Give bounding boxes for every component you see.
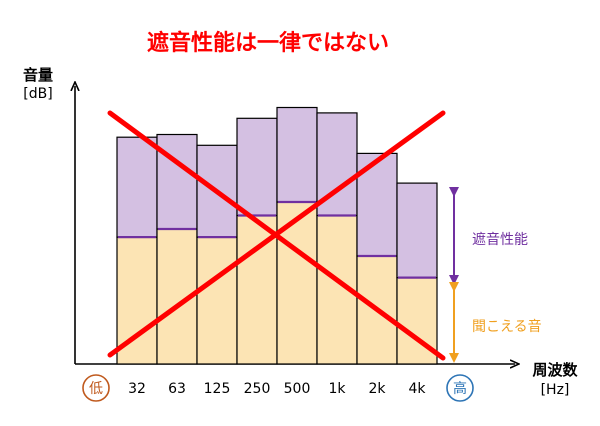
bar-audible-32 <box>116 236 158 365</box>
cross-line-2 <box>107 110 446 358</box>
bar-insulation-32 <box>116 136 158 238</box>
x-tick-1k: 1k <box>328 381 346 397</box>
x-axis-unit: [Hz] <box>541 382 570 398</box>
high-label: 高 <box>453 380 467 397</box>
x-tick-labels: 32 63 125 250 500 1k 2k 4k <box>128 381 426 397</box>
high-marker-circle <box>446 374 474 402</box>
bar-audible-125 <box>196 236 238 365</box>
insulation-label: 遮音性能 <box>472 231 528 248</box>
bar-insulation-500 <box>276 106 318 203</box>
chart-title: 遮音性能は一律ではない <box>147 30 389 56</box>
bar-insulation-4k <box>396 182 438 279</box>
x-axis-label: 周波数 <box>532 361 578 379</box>
y-axis-label: 音量 <box>23 66 53 84</box>
x-tick-63: 63 <box>168 381 186 397</box>
bar-insulation-250 <box>236 117 278 217</box>
x-tick-2k: 2k <box>368 381 386 397</box>
x-tick-500: 500 <box>284 381 311 397</box>
x-tick-125: 125 <box>204 381 231 397</box>
audible-label: 聞こえる音 <box>472 318 542 335</box>
x-tick-4k: 4k <box>408 381 426 397</box>
low-label: 低 <box>89 381 103 397</box>
bars <box>116 106 438 365</box>
low-marker-circle <box>82 374 110 402</box>
bar-insulation-63 <box>156 133 198 230</box>
x-tick-250: 250 <box>244 381 271 397</box>
y-axis-unit: [dB] <box>23 86 52 102</box>
x-tick-32: 32 <box>128 381 146 397</box>
